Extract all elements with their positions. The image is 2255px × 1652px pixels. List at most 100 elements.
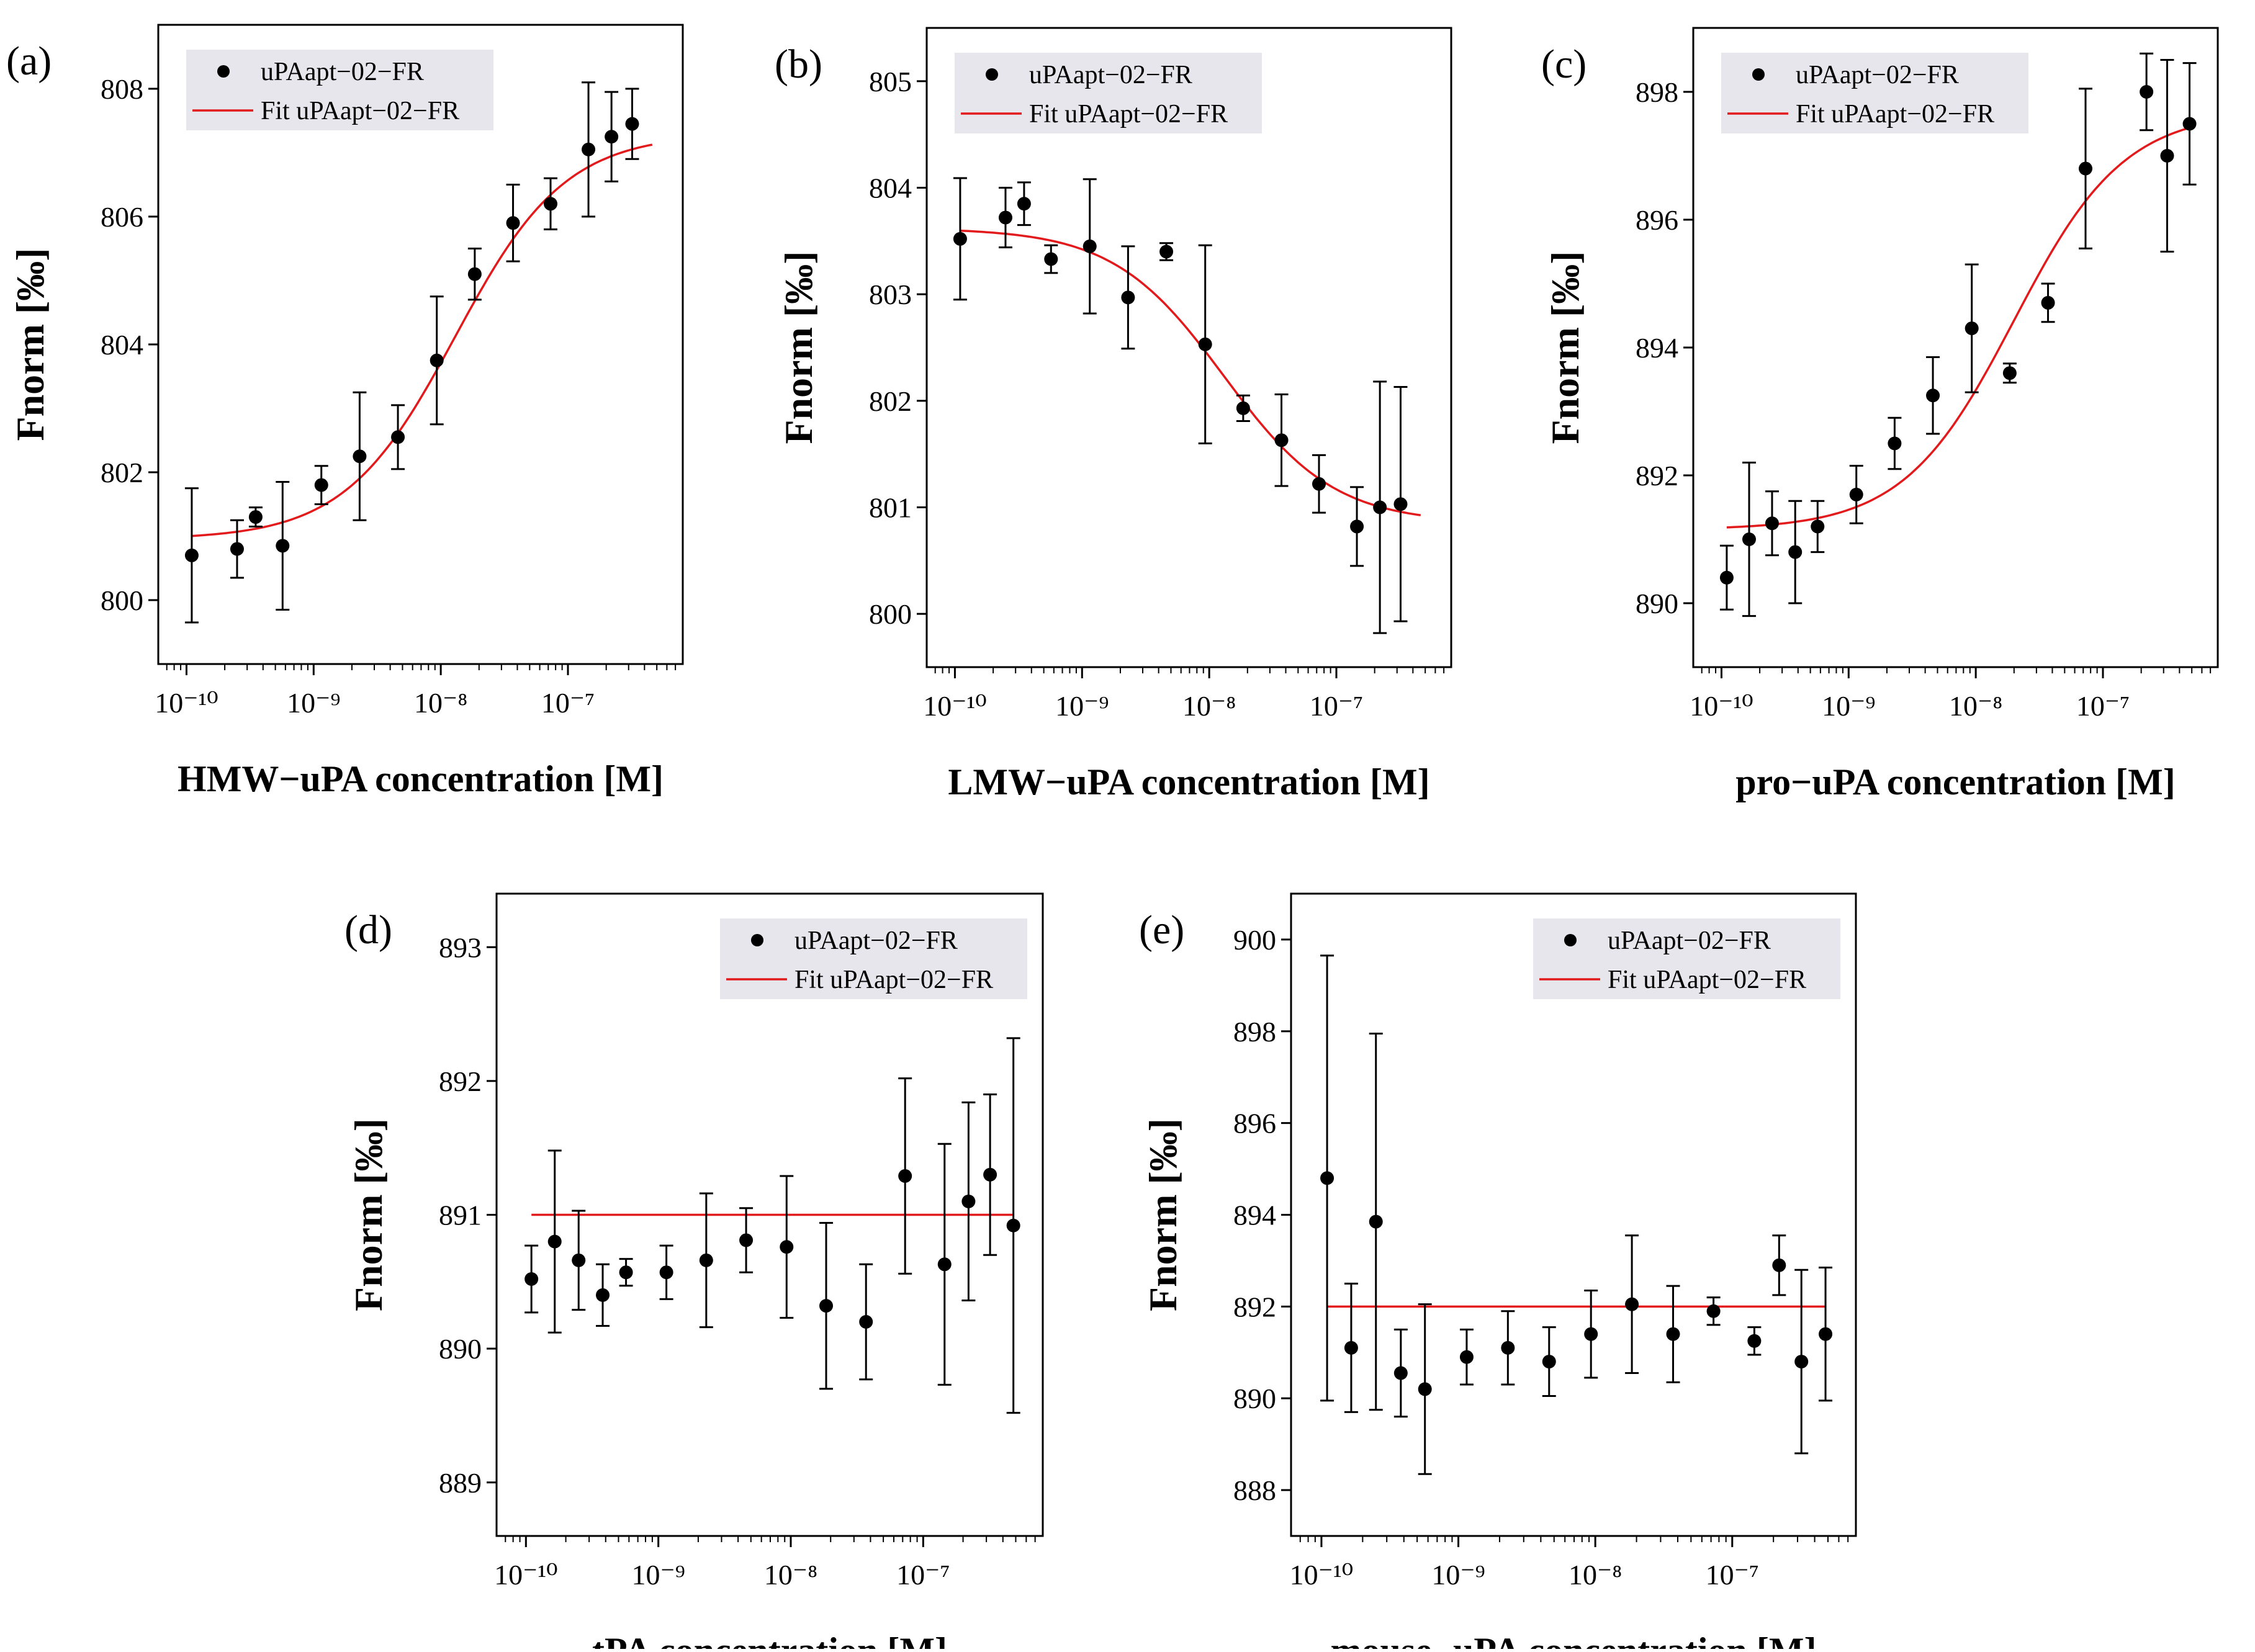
data-point xyxy=(1017,197,1031,211)
data-point xyxy=(391,430,405,444)
y-tick-label: 898 xyxy=(1636,76,1678,108)
y-axis-label: Fnorm [‰] xyxy=(776,251,821,444)
data-point xyxy=(2079,161,2093,176)
legend-label-fit: Fit uPAapt−02−FR xyxy=(794,966,993,994)
data-point xyxy=(937,1257,952,1272)
data-point xyxy=(1772,1258,1786,1272)
data-point xyxy=(625,117,639,131)
data-point xyxy=(819,1299,833,1313)
data-point xyxy=(276,539,290,553)
legend-label-fit: Fit uPAapt−02−FR xyxy=(1608,966,1806,994)
data-point xyxy=(1765,516,1779,531)
data-point xyxy=(953,231,967,246)
y-tick-label: 893 xyxy=(439,931,482,963)
y-tick-label: 891 xyxy=(439,1200,482,1231)
data-point xyxy=(1121,290,1135,305)
data-point xyxy=(983,1167,997,1182)
legend-label-data: uPAapt−02−FR xyxy=(794,927,958,955)
y-tick-label: 892 xyxy=(1233,1291,1276,1322)
legend-point-marker xyxy=(986,68,998,81)
x-axis-label: HMW−uPA concentration [M] xyxy=(178,758,664,799)
data-point xyxy=(2140,85,2154,99)
y-axis-label: Fnorm [‰] xyxy=(346,1118,390,1311)
data-point xyxy=(1965,321,1979,336)
y-tick-label: 890 xyxy=(1636,588,1678,619)
data-point xyxy=(1742,532,1756,546)
data-point xyxy=(1794,1355,1809,1369)
y-tick-label: 892 xyxy=(1636,460,1678,492)
data-point xyxy=(898,1169,912,1183)
data-point xyxy=(780,1240,794,1254)
legend-label-data: uPAapt−02−FR xyxy=(261,58,424,86)
data-point xyxy=(467,267,482,281)
panel-label: (b) xyxy=(775,42,822,87)
data-point xyxy=(1159,245,1174,259)
y-tick-label: 890 xyxy=(1233,1383,1276,1414)
data-point xyxy=(1350,519,1364,534)
y-tick-label: 892 xyxy=(439,1066,482,1097)
data-point xyxy=(1418,1382,1432,1396)
legend-point-marker xyxy=(217,65,230,78)
data-point xyxy=(430,353,444,367)
y-tick-label: 889 xyxy=(439,1467,482,1499)
x-tick-label: 10⁻⁸ xyxy=(1182,690,1236,722)
data-point xyxy=(961,1194,976,1208)
x-axis-label: tPA concentration [M] xyxy=(592,1630,947,1649)
y-axis-label: Fnorm [‰] xyxy=(1543,251,1587,444)
panel-label: (d) xyxy=(344,907,392,953)
data-point xyxy=(1926,388,1940,403)
panel-label: (a) xyxy=(6,38,52,84)
data-point xyxy=(1393,1366,1408,1380)
y-tick-label: 894 xyxy=(1233,1200,1276,1231)
x-tick-label: 10⁻⁹ xyxy=(1822,690,1875,722)
x-tick-label: 10⁻¹⁰ xyxy=(494,1559,558,1591)
legend-label-data: uPAapt−02−FR xyxy=(1029,61,1192,89)
data-point xyxy=(1747,1334,1762,1348)
x-tick-label: 10⁻⁷ xyxy=(1310,690,1363,722)
data-point xyxy=(1006,1218,1020,1232)
fit-curve xyxy=(1726,127,2188,529)
y-tick-label: 896 xyxy=(1233,1108,1276,1139)
x-tick-label: 10⁻⁸ xyxy=(1569,1559,1622,1591)
data-point xyxy=(1373,500,1387,514)
x-tick-label: 10⁻⁹ xyxy=(1055,690,1109,722)
data-point xyxy=(1819,1327,1833,1341)
y-tick-label: 888 xyxy=(1233,1475,1276,1506)
y-tick-label: 890 xyxy=(439,1333,482,1365)
y-tick-label: 805 xyxy=(869,66,912,97)
x-tick-label: 10⁻¹⁰ xyxy=(155,687,218,719)
data-point xyxy=(1198,337,1212,351)
data-point xyxy=(2002,366,2017,380)
x-tick-label: 10⁻⁸ xyxy=(414,687,467,719)
data-point xyxy=(1788,545,1803,559)
legend-label-data: uPAapt−02−FR xyxy=(1796,61,1959,89)
data-point xyxy=(1888,436,1902,451)
legend-box xyxy=(720,918,1027,999)
data-point xyxy=(1501,1340,1515,1355)
chart-panel-3: (c) 890 892 894 896 898 10⁻¹⁰ 10⁻⁹ 10⁻⁸ 10⁻⁷ pro−u… xyxy=(1541,27,2219,802)
data-point xyxy=(353,449,367,464)
y-tick-label: 802 xyxy=(101,457,143,488)
x-axis-label: LMW−uPA concentration [M] xyxy=(948,761,1429,802)
legend-box xyxy=(186,50,493,130)
data-point xyxy=(619,1265,633,1280)
data-point xyxy=(544,197,558,211)
data-point xyxy=(572,1253,586,1267)
x-tick-label: 10⁻⁹ xyxy=(632,1559,685,1591)
data-point xyxy=(1274,433,1289,447)
y-tick-label: 800 xyxy=(101,585,143,616)
data-point xyxy=(605,130,619,144)
y-tick-label: 804 xyxy=(101,329,143,361)
data-point xyxy=(1344,1340,1358,1355)
legend-point-marker xyxy=(1752,68,1765,81)
data-point xyxy=(1459,1350,1474,1364)
x-tick-label: 10⁻¹⁰ xyxy=(1690,690,1753,722)
data-point xyxy=(582,142,596,156)
x-tick-label: 10⁻⁷ xyxy=(1706,1559,1759,1591)
y-axis-label: Fnorm [‰] xyxy=(8,248,52,441)
panel-label: (e) xyxy=(1139,907,1184,953)
legend-box xyxy=(955,53,1262,133)
legend-box xyxy=(1721,53,2028,133)
legend-point-marker xyxy=(1564,934,1577,946)
